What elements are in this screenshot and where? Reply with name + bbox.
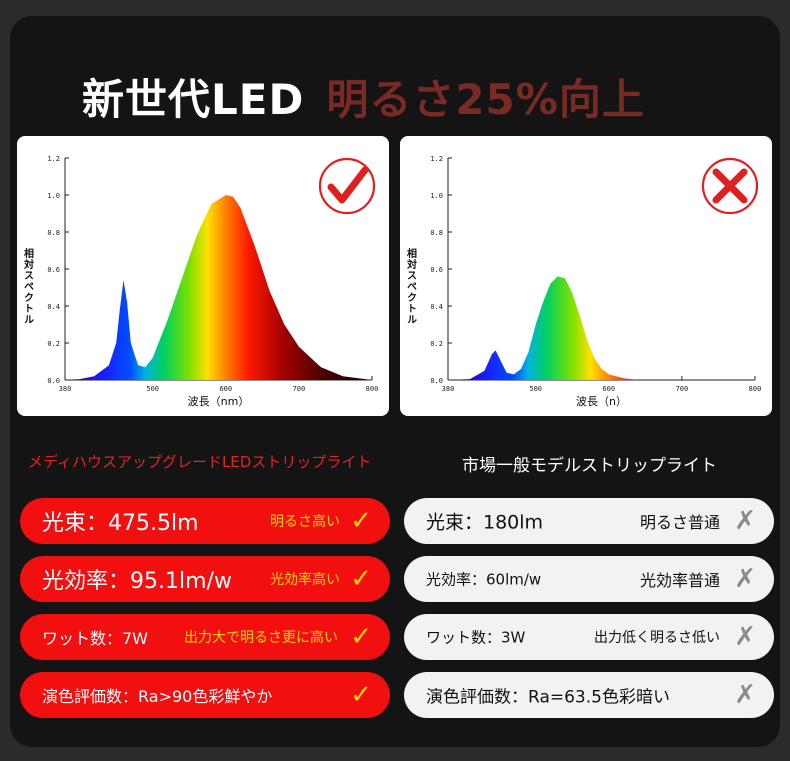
spec-row-wattage-upgrade: ワット数：7W 出力大で明るさ更に高い ✓: [20, 614, 390, 660]
check-icon: ✓: [350, 564, 372, 594]
market-product-title: 市場一般モデルストリップライト: [462, 456, 717, 476]
cross-icon: ✗: [734, 622, 756, 652]
spec-text: 演色評価数：Ra>90色彩鮮やか: [42, 687, 273, 706]
x-tick-label: 380: [442, 385, 455, 393]
spec-row-cri-upgrade: 演色評価数：Ra>90色彩鮮やか ✓: [20, 672, 390, 718]
headline-red: 明るさ25%向上: [326, 75, 645, 124]
x-tick-label: 700: [293, 385, 306, 393]
x-tick-label: 800: [366, 385, 379, 393]
headline-white: 新世代LED: [82, 75, 305, 124]
headline: 新世代LED 明るさ25%向上: [82, 66, 645, 127]
spec-badge: 明るさ高い: [270, 514, 340, 530]
x-tick-label: 600: [219, 385, 232, 393]
x-tick-label: 500: [529, 385, 542, 393]
spec-badge: 光効率普通: [639, 571, 720, 590]
spec-row-cri-market: 演色評価数：Ra=63.5色彩暗い ✗: [404, 672, 774, 718]
x-axis-label: 波長（nm）: [188, 395, 250, 408]
y-tick-label: 0.2: [47, 340, 60, 348]
check-stamp-circle: [318, 157, 376, 215]
spectrum-panel-upgrade: 0.0 0.2 0.4 0.6 0.8 1.0 1.2 380 500 600 700 800 相対スペ…: [17, 136, 389, 416]
check-icon: ✓: [350, 506, 372, 536]
spectrum-panel-market: 0.0 0.2 0.4 0.6 0.8 1.0 1.2 380 500 600 700 800 相対スペ…: [400, 136, 772, 416]
spectrum-chart-market: 0.0 0.2 0.4 0.6 0.8 1.0 1.2 380 500 600 700 800 相対スペ…: [405, 155, 762, 408]
cross-icon: ✗: [734, 680, 756, 710]
y-tick-label: 1.0: [47, 192, 60, 200]
y-axis-label: 相対スペクトル: [22, 247, 35, 325]
y-tick-label: 1.0: [430, 192, 443, 200]
y-tick-label: 0.0: [47, 377, 60, 385]
spec-text: 光束：475.5lm: [42, 511, 199, 536]
cross-icon: [712, 168, 748, 204]
x-tick-label: 500: [146, 385, 159, 393]
spec-badge: 出力大で明るさ更に高い: [184, 630, 338, 646]
cross-stamp-circle: [701, 157, 759, 215]
y-tick-label: 0.6: [430, 266, 443, 274]
y-tick-label: 1.2: [47, 155, 60, 163]
x-tick-label: 800: [749, 385, 762, 393]
spec-badge: 光効率高い: [270, 572, 340, 588]
spec-text: 演色評価数：Ra=63.5色彩暗い: [426, 687, 670, 708]
spec-row-efficiency-market: 光効率：60lm/w 光効率普通 ✗: [404, 556, 774, 602]
spec-row-efficiency-upgrade: 光効率：95.1lm/w 光効率高い ✓: [20, 556, 390, 602]
y-tick-label: 0.2: [430, 340, 443, 348]
spec-text: 光効率：60lm/w: [426, 570, 542, 589]
spec-text: 光効率：95.1lm/w: [42, 569, 232, 594]
spectrum-chart-upgrade: 0.0 0.2 0.4 0.6 0.8 1.0 1.2 380 500 600 700 800 相対スペ…: [22, 155, 379, 408]
x-tick-label: 600: [602, 385, 615, 393]
spec-text: ワット数：3W: [426, 628, 526, 647]
x-tick-label: 700: [676, 385, 689, 393]
spec-badge: 出力低く明るさ低い: [594, 630, 720, 646]
spec-text: ワット数：7W: [42, 629, 149, 648]
y-axis-label: 相対スペクトル: [405, 247, 418, 325]
x-axis-label: 波長（n）: [576, 395, 627, 408]
y-tick-label: 0.4: [430, 303, 443, 311]
cross-icon: ✗: [734, 564, 756, 594]
spectrum-area: [65, 195, 372, 380]
x-tick-label: 380: [59, 385, 72, 393]
spec-badge: 明るさ普通: [639, 513, 720, 532]
y-tick-label: 1.2: [430, 155, 443, 163]
spectrum-area: [448, 276, 755, 380]
check-icon: ✓: [350, 680, 372, 710]
spec-row-wattage-market: ワット数：3W 出力低く明るさ低い ✗: [404, 614, 774, 660]
check-icon: [327, 166, 369, 204]
spec-row-luminous-flux-upgrade: 光束：475.5lm 明るさ高い ✓: [20, 498, 390, 544]
spec-row-luminous-flux-market: 光束：180lm 明るさ普通 ✗: [404, 498, 774, 544]
check-icon: ✓: [350, 622, 372, 652]
cross-icon: ✗: [734, 506, 756, 536]
y-tick-label: 0.6: [47, 266, 60, 274]
upgrade-product-title: メディハウスアップグレードLEDストリップライト: [28, 453, 372, 471]
y-tick-label: 0.8: [47, 229, 60, 237]
y-tick-label: 0.4: [47, 303, 60, 311]
y-tick-label: 0.8: [430, 229, 443, 237]
y-tick-label: 0.0: [430, 377, 443, 385]
spec-text: 光束：180lm: [426, 511, 544, 534]
